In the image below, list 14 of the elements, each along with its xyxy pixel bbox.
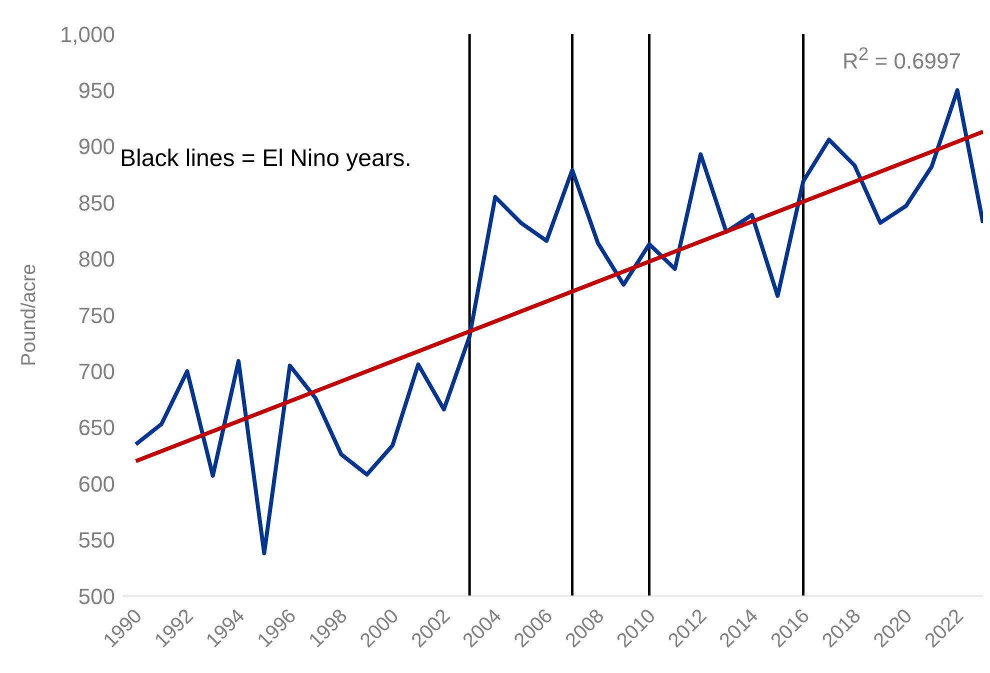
y-axis-title: Pound/acre <box>18 264 40 366</box>
y-tick-label: 600 <box>78 471 115 496</box>
y-tick-label: 1,000 <box>60 22 115 47</box>
y-tick-label: 750 <box>78 302 115 328</box>
y-tick-label: 550 <box>78 528 115 553</box>
y-tick-label: 650 <box>78 415 115 440</box>
annotation: R$^{2}$ = 0.6997 <box>842 43 961 74</box>
annotation: Black lines = El Nino years. <box>120 145 412 173</box>
y-tick-label: 700 <box>78 359 115 384</box>
y-tick-label: 800 <box>78 246 115 272</box>
y-tick-label: 950 <box>78 78 115 104</box>
y-tick-label: 500 <box>78 584 115 609</box>
y-tick-label: 850 <box>78 190 115 216</box>
y-tick-label: 900 <box>78 134 115 160</box>
